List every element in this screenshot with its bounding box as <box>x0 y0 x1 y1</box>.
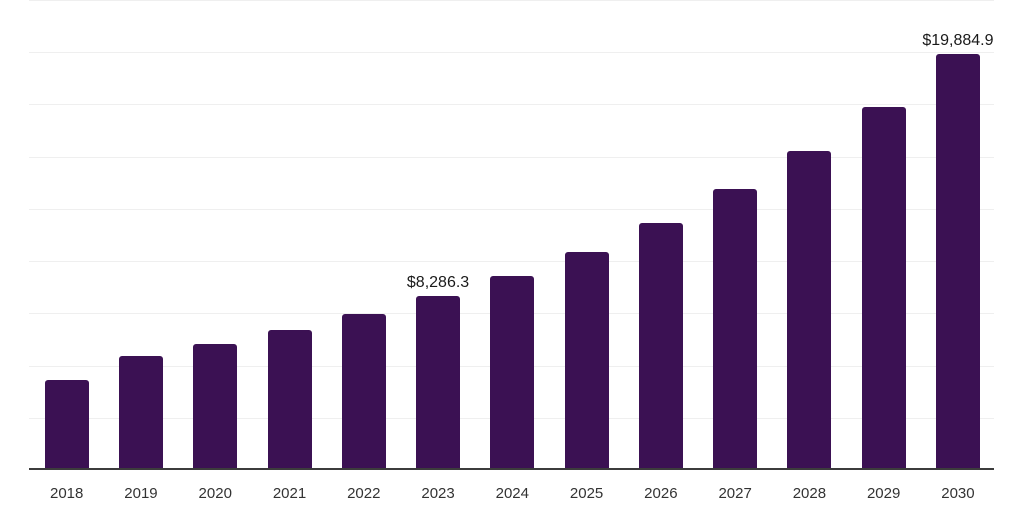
bar-2025 <box>564 251 609 469</box>
x-tick-label-2025: 2025 <box>569 485 604 502</box>
value-label-2023: $8,286.3 <box>406 273 470 291</box>
x-tick-label-2027: 2027 <box>718 485 752 502</box>
bar-2022 <box>341 314 386 469</box>
x-tick-label-2021: 2021 <box>272 485 307 502</box>
bar-2019 <box>118 356 163 469</box>
x-tick-label-2022: 2022 <box>347 485 381 502</box>
x-tick-label-2030: 2030 <box>941 485 975 502</box>
x-tick-label-2026: 2026 <box>644 485 678 502</box>
x-tick-label-2029: 2029 <box>866 485 901 502</box>
gridline <box>29 208 994 210</box>
bar-2020 <box>193 344 238 469</box>
x-axis-line <box>29 468 994 470</box>
x-tick-label-2018: 2018 <box>50 485 84 502</box>
bar-2021 <box>267 329 312 469</box>
gridline <box>29 156 994 158</box>
bar-2029 <box>861 107 906 469</box>
x-tick-label-2023: 2023 <box>421 485 455 502</box>
gridline <box>29 261 994 263</box>
gridline <box>29 0 994 1</box>
bar-2024 <box>490 276 535 469</box>
value-label-2030: $19,884.9 <box>922 31 994 49</box>
x-tick-label-2019: 2019 <box>124 485 158 502</box>
x-tick-label-2028: 2028 <box>792 485 827 502</box>
gridline <box>29 52 994 54</box>
bar-2027 <box>713 189 758 469</box>
plot-area: $8,286.3 $19,884.9 <box>29 0 994 470</box>
bar-2030 <box>935 53 980 469</box>
x-tick-label-2024: 2024 <box>495 485 529 502</box>
bar-2026 <box>638 223 683 469</box>
bar-2018 <box>44 379 89 469</box>
x-tick-label-2020: 2020 <box>198 485 232 502</box>
gridline <box>29 104 994 106</box>
bar-2028 <box>787 151 832 469</box>
bar-2023 <box>416 295 461 469</box>
